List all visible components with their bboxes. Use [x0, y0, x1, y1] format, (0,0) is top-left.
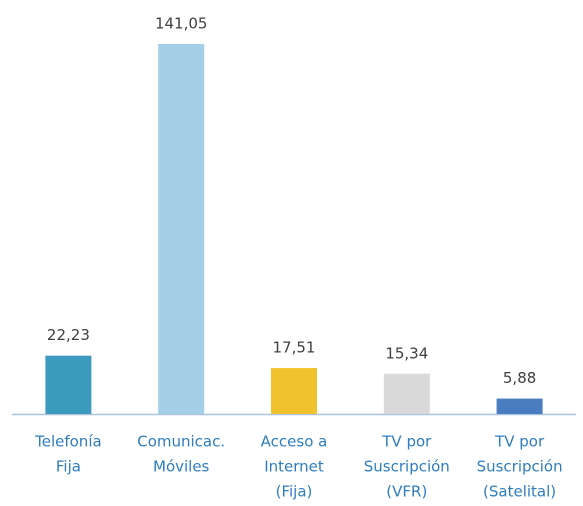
bar: [271, 368, 317, 414]
bar: [45, 355, 92, 414]
category-label: Acceso a: [261, 433, 328, 451]
category-label: (Fija): [276, 483, 313, 501]
value-label: 141,05: [155, 15, 208, 33]
category-label: Suscripción: [364, 458, 450, 476]
category-label: Telefonía: [34, 433, 102, 451]
category-label: Móviles: [153, 458, 210, 476]
category-label: Comunicac.: [137, 433, 225, 451]
category-label: Internet: [264, 458, 324, 476]
category-label: Fija: [56, 458, 81, 476]
bar: [158, 44, 205, 414]
value-label: 17,51: [273, 339, 316, 357]
category-label: Suscripción: [477, 458, 563, 476]
bar: [496, 398, 543, 414]
value-label: 5,88: [503, 369, 536, 387]
category-label: TV por: [494, 433, 545, 451]
category-label: TV por: [381, 433, 432, 451]
category-label: (VFR): [386, 483, 427, 501]
bar: [383, 373, 430, 414]
value-label: 22,23: [47, 326, 90, 344]
category-label: (Satelital): [483, 483, 556, 501]
value-label: 15,34: [385, 344, 428, 362]
